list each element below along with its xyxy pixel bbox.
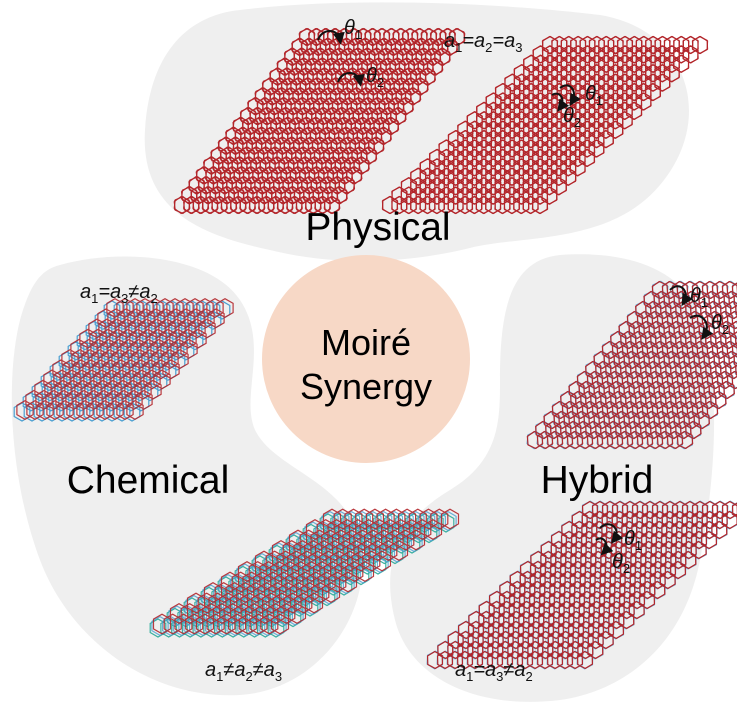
svg-text:θ2: θ2: [366, 65, 384, 90]
chemical-lattice-bottom-green: [149, 513, 455, 638]
hybrid-lattice-bottom-blue: [426, 500, 737, 670]
center-circle: [262, 255, 470, 463]
hybrid-region: [390, 254, 715, 702]
center-title-line1: Moiré: [321, 322, 411, 363]
svg-text:θ1: θ1: [585, 83, 603, 108]
chemical-lattice-top-blue: [13, 300, 231, 422]
physical-label: Physical: [305, 206, 450, 249]
svg-text:θ2: θ2: [711, 312, 729, 337]
svg-text:θ1: θ1: [624, 528, 642, 553]
physical-lattice-left-layer3: [173, 27, 466, 215]
chemical-lattice-bottom-blue: [151, 510, 457, 637]
chemical-lattice-relation-bottom: a1≠a2≠a3: [205, 659, 282, 684]
svg-text:θ1: θ1: [690, 285, 708, 310]
physical-angle-markers-left: θ1 θ2: [317, 17, 384, 90]
physical-angle-markers-right: θ1 θ2: [551, 83, 603, 130]
center-title-line2: Synergy: [300, 366, 432, 407]
chemical-lattice-top-red: [16, 298, 234, 420]
chemical-label: Chemical: [67, 459, 230, 502]
svg-text:θ2: θ2: [612, 551, 630, 576]
physical-lattice-relation: a1=a2=a3: [444, 30, 522, 55]
physical-lattice-left-layer2: [173, 27, 466, 215]
svg-text:θ1: θ1: [344, 17, 362, 42]
hybrid-lattice-bottom-red2: [426, 500, 737, 670]
hybrid-angle-markers-bottom: θ1 θ2: [595, 523, 642, 576]
svg-text:θ2: θ2: [563, 105, 581, 130]
chemical-lattice-bottom-red: [152, 508, 460, 635]
hybrid-lattice-relation: a1=a3≠a2: [455, 659, 533, 684]
hybrid-label: Hybrid: [541, 459, 654, 502]
physical-lattice-right-layer3: [381, 35, 709, 215]
chemical-lattice-relation-top: a1=a3≠a2: [80, 281, 158, 306]
hybrid-angle-markers-top: θ1 θ2: [669, 285, 729, 340]
